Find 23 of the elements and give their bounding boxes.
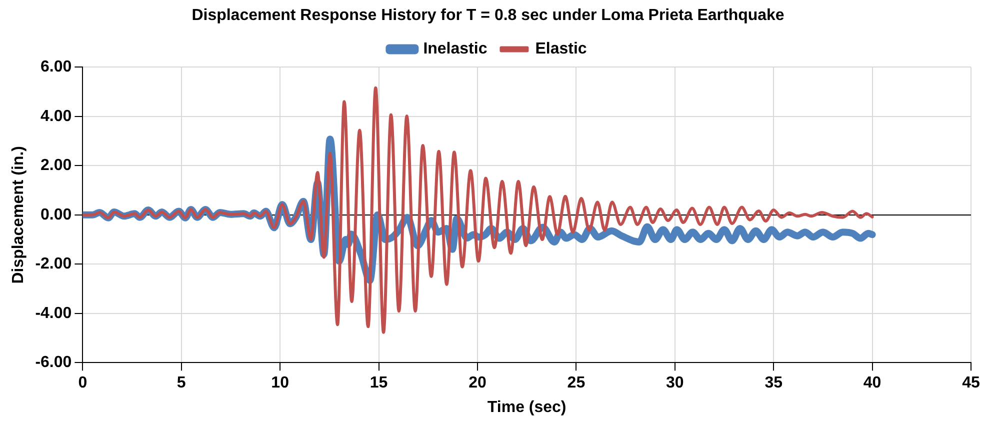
- x-axis-title: Time (sec): [487, 398, 566, 416]
- legend-label: Inelastic: [423, 40, 488, 58]
- y-tick-label: -2.00: [35, 256, 72, 273]
- y-tick-label: 2.00: [40, 157, 72, 174]
- y-tick-label: -4.00: [35, 304, 72, 322]
- chart-title: Displacement Response History for T = 0.8 sec under Loma Prieta Earthquake: [192, 7, 784, 24]
- y-tick-label: 4.00: [40, 108, 72, 125]
- legend-label: Elastic: [535, 40, 587, 58]
- x-tick-label: 0: [78, 374, 88, 392]
- y-tick-label: 0.00: [40, 206, 72, 224]
- x-tick-label: 40: [863, 374, 882, 392]
- line-series: [82, 86, 874, 334]
- x-tick-label: 45: [962, 374, 980, 392]
- x-tick-label: 10: [271, 374, 290, 392]
- x-tick-label: 5: [176, 374, 186, 392]
- x-tick-label: 35: [764, 374, 783, 392]
- y-axis-title: Displacement (in.): [10, 146, 28, 284]
- y-tick-label: 6.00: [40, 58, 72, 76]
- x-tick-label: 15: [370, 374, 388, 392]
- x-tick-label: 20: [468, 374, 486, 392]
- y-tick-label: -6.00: [35, 354, 72, 372]
- x-tick-label: 30: [666, 374, 684, 392]
- x-tick-label: 25: [567, 374, 586, 392]
